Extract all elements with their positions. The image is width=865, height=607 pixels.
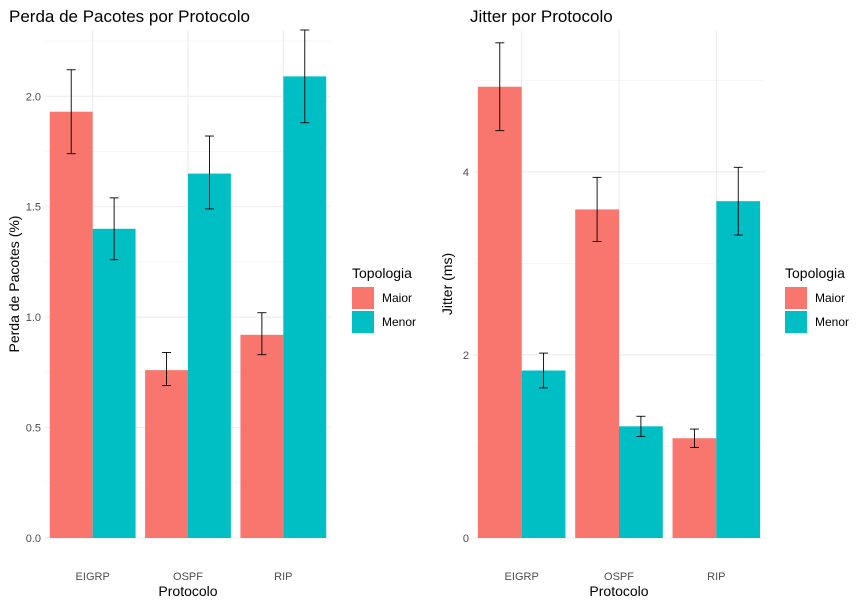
y-tick-label: 0.0 (26, 533, 41, 545)
bar-maior-eigrp (49, 111, 93, 538)
y-tick-label: 0.5 (26, 423, 41, 435)
legend: Topologia Maior Menor (785, 265, 849, 333)
y-tick-label: 2.0 (26, 91, 41, 103)
bar-menor-ospf (619, 426, 663, 538)
bar-menor-ospf (188, 173, 231, 538)
y-axis-title: Perda de Pacotes (%) (6, 216, 22, 353)
legend-label-maior: Maior (382, 291, 412, 305)
x-tick-label: RIP (707, 571, 725, 583)
x-tick-label: OSPF (604, 571, 634, 583)
x-axis-title: Protocolo (158, 583, 217, 599)
legend-key-menor (352, 311, 374, 333)
chart-title: Perda de Pacotes por Protocolo (9, 7, 250, 26)
legend: Topologia Maior Menor (352, 265, 416, 333)
legend-key-menor (785, 311, 807, 333)
y-tick-label: 0 (463, 533, 469, 545)
y-tick-label: 4 (463, 167, 469, 179)
legend-label-maior: Maior (815, 291, 845, 305)
y-tick-label: 2 (463, 350, 469, 362)
x-tick-label: OSPF (173, 571, 203, 583)
bar-menor-eigrp (92, 228, 136, 539)
y-axis-title: Jitter (ms) (439, 253, 455, 315)
legend-title: Topologia (785, 265, 845, 281)
legend-label-menor: Menor (815, 315, 849, 329)
bar-maior-rip (240, 334, 284, 538)
x-tick-label: RIP (274, 571, 292, 583)
bar-menor-rip (283, 76, 327, 539)
x-tick-label: EIGRP (505, 571, 539, 583)
x-tick-label: EIGRP (76, 571, 110, 583)
y-tick-label: 1.5 (26, 202, 41, 214)
chart-panel-1: 0.0 0.5 1.0 1.5 2.0 EIGRP OSPF RIP Perda de Paco… (6, 7, 416, 599)
chart-panel-2: 0 2 4 EIGRP OSPF RIP Jitter por Protocolo Proto… (439, 7, 849, 599)
y-tick-label: 1.0 (26, 312, 41, 324)
chart-title: Jitter por Protocolo (470, 7, 613, 26)
legend-title: Topologia (352, 265, 412, 281)
legend-key-maior (352, 287, 374, 309)
legend-key-maior (785, 287, 807, 309)
bar-menor-rip (716, 201, 761, 538)
x-axis-title: Protocolo (589, 583, 648, 599)
bar-maior-ospf (145, 370, 188, 538)
bar-maior-eigrp (477, 86, 522, 539)
bar-maior-rip (672, 438, 717, 538)
bar-maior-ospf (575, 209, 619, 538)
bar-menor-eigrp (521, 370, 566, 538)
legend-label-menor: Menor (382, 315, 416, 329)
